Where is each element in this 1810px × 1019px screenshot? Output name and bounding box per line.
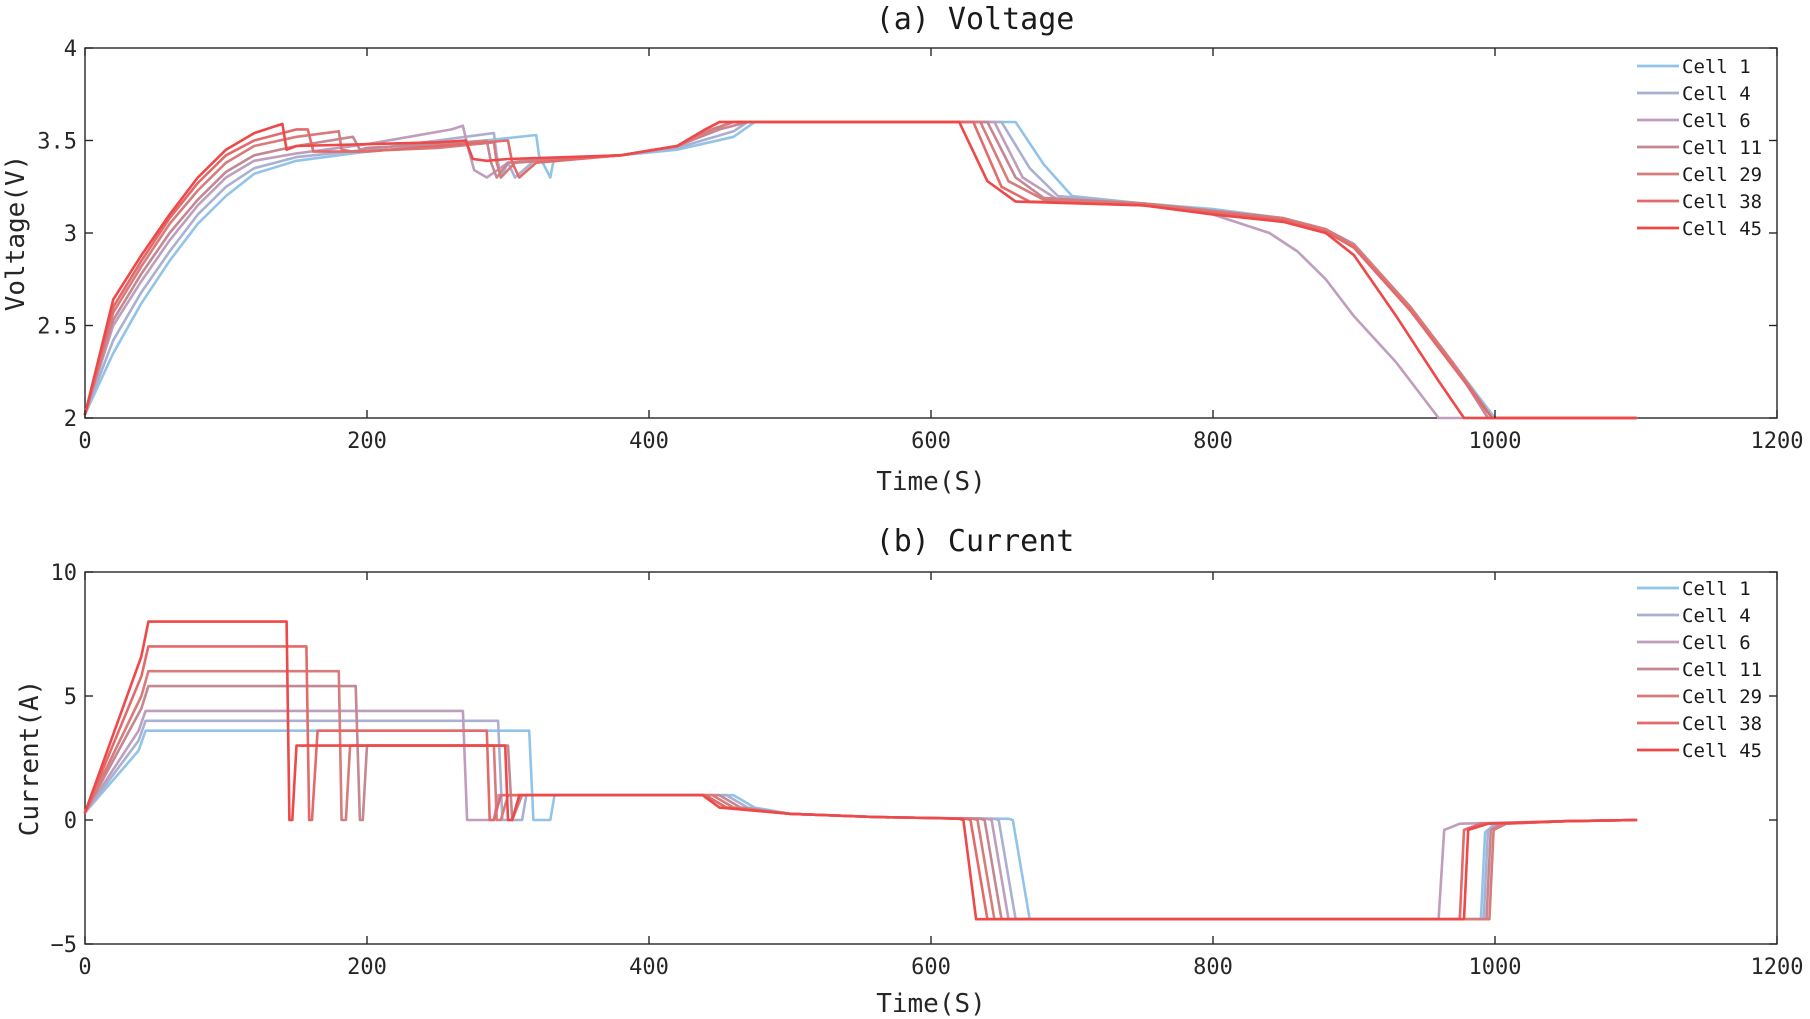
x-axis-label: Time(S) (876, 989, 986, 1019)
plot-box (84, 47, 1778, 419)
x-tick-label: 600 (911, 429, 951, 454)
y-tick-label: 3 (64, 222, 77, 247)
y-tick-label: −5 (51, 933, 78, 958)
x-tick-label: 200 (347, 955, 387, 980)
y-tick-label: 0 (64, 809, 77, 834)
series-group (83, 120, 1638, 420)
y-tick-label: 5 (64, 685, 77, 710)
panel-title: (b) Current (876, 524, 1075, 559)
x-tick-label: 1000 (1469, 429, 1522, 454)
x-tick-label: 600 (911, 955, 951, 980)
series-group (83, 620, 1638, 921)
legend-label: Cell 45 (1682, 740, 1762, 762)
legend-label: Cell 4 (1682, 83, 1751, 105)
y-tick-label: 3.5 (37, 130, 77, 155)
x-tick-group: 0 200 400 600 800 1000 1200 (78, 48, 1803, 454)
legend-label: Cell 38 (1682, 713, 1762, 735)
y-tick-label: 2 (64, 407, 77, 432)
series-line-cell-45 (83, 620, 1638, 921)
y-tick-group: −5 0 5 10 (51, 561, 1777, 958)
x-tick-label: 800 (1193, 429, 1233, 454)
y-tick-label: 4 (64, 37, 77, 62)
voltage-panel: (a) Voltage 0 200 400 600 800 1000 1200 2 2.5 3 3… (1, 2, 1803, 497)
y-tick-label: 2.5 (37, 315, 77, 340)
x-tick-label: 1200 (1751, 955, 1804, 980)
x-tick-group: 0 200 400 600 800 1000 1200 (78, 572, 1803, 980)
y-axis-label: Voltage(V) (1, 155, 31, 312)
legend-label: Cell 45 (1682, 218, 1762, 240)
x-tick-label: 200 (347, 429, 387, 454)
series-line-cell-45 (83, 120, 1638, 420)
series-line-cell-6 (83, 120, 1638, 420)
y-axis-label: Current(A) (15, 680, 45, 837)
x-tick-label: 0 (78, 955, 91, 980)
x-tick-label: 800 (1193, 955, 1233, 980)
legend-label: Cell 1 (1682, 56, 1751, 78)
legend-label: Cell 4 (1682, 605, 1751, 627)
legend-label: Cell 1 (1682, 578, 1751, 600)
series-line-cell-38 (83, 120, 1638, 420)
x-tick-label: 1200 (1751, 429, 1804, 454)
x-tick-label: 400 (629, 429, 669, 454)
legend: Cell 1 Cell 4 Cell 6 Cell 11 Cell 29 Cell 38 C… (1637, 56, 1762, 240)
legend-label: Cell 11 (1682, 659, 1762, 681)
y-tick-label: 10 (51, 561, 78, 586)
series-line-cell-1 (83, 729, 1638, 921)
legend-label: Cell 29 (1682, 164, 1762, 186)
legend-label: Cell 29 (1682, 686, 1762, 708)
plot-box (84, 571, 1778, 945)
x-tick-label: 1000 (1469, 955, 1522, 980)
legend-label: Cell 38 (1682, 191, 1762, 213)
panel-title: (a) Voltage (876, 2, 1075, 37)
legend-label: Cell 6 (1682, 110, 1751, 132)
legend-label: Cell 11 (1682, 137, 1762, 159)
legend-label: Cell 6 (1682, 632, 1751, 654)
series-line-cell-29 (83, 669, 1638, 921)
current-panel: (b) Current 0 200 400 600 800 1000 1200 −50510… (15, 524, 1803, 1019)
x-tick-label: 400 (629, 955, 669, 980)
x-tick-label: 0 (78, 429, 91, 454)
x-axis-label: Time(S) (876, 467, 986, 497)
y-tick-group: 2 2.5 3 3.5 4 (37, 37, 1777, 432)
legend: Cell 1 Cell 4 Cell 6 Cell 11 Cell 29 Cell 38 C… (1637, 578, 1762, 762)
